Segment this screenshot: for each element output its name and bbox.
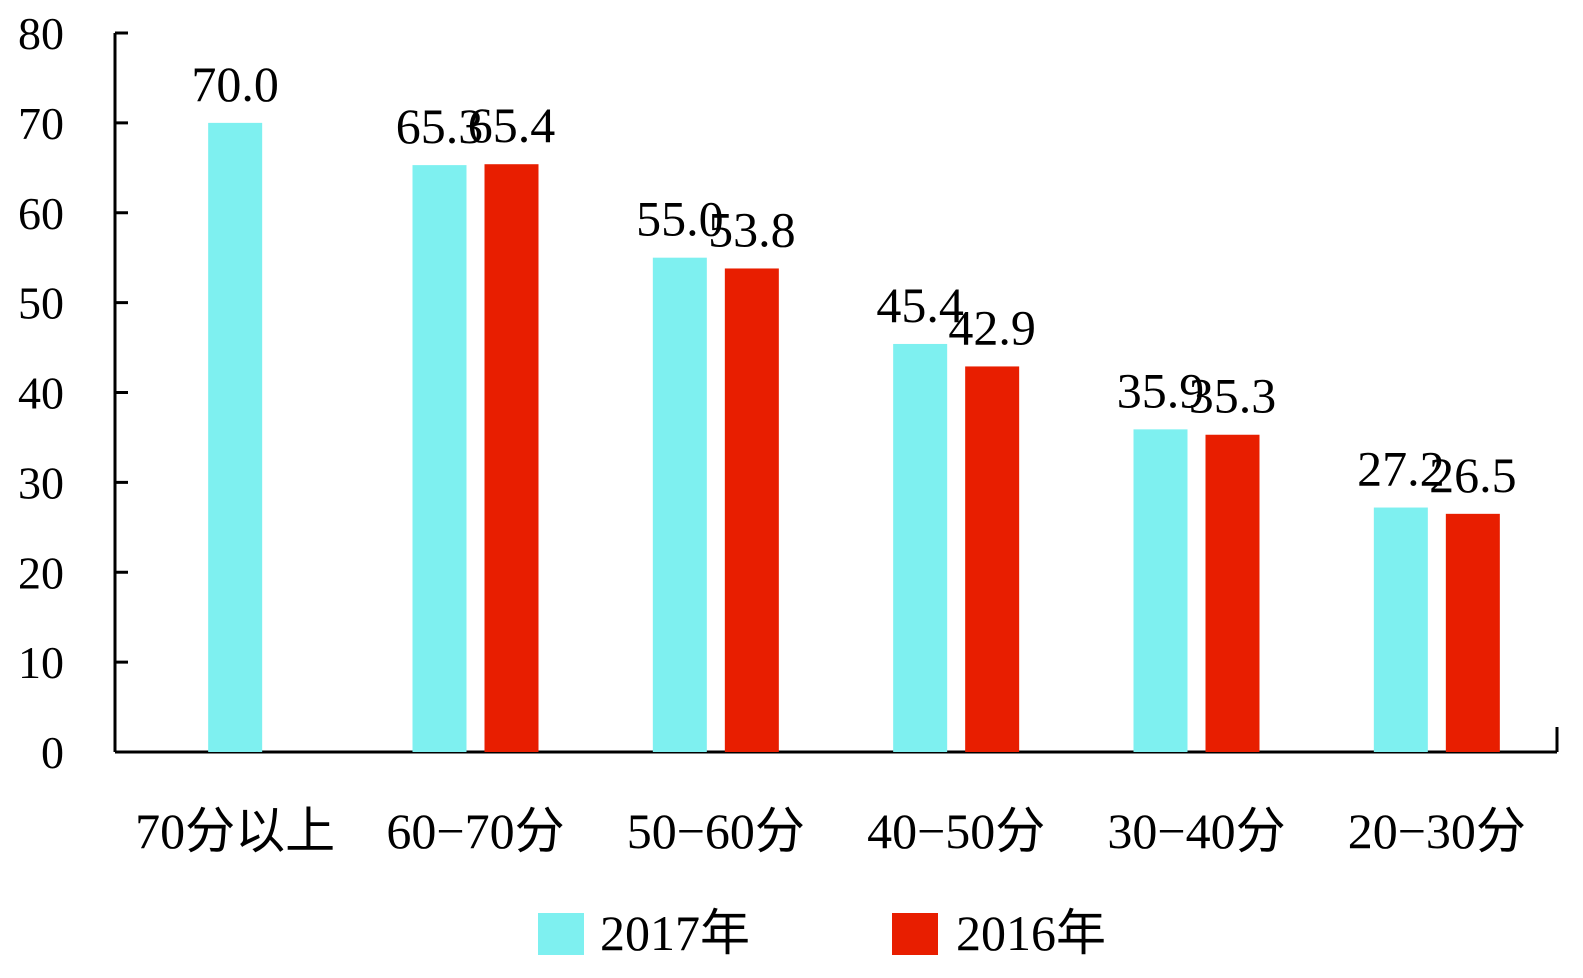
data-label: 26.5	[1429, 447, 1517, 503]
x-category-label: 20−30分	[1348, 803, 1526, 859]
bars	[208, 122, 1500, 752]
bar-series-2	[724, 268, 779, 752]
y-tick-label: 60	[18, 188, 64, 239]
bar-series-2	[965, 366, 1020, 752]
data-label: 45.4	[876, 277, 964, 333]
legend-label: 2016年	[956, 905, 1106, 961]
bar-series-1	[1133, 429, 1188, 752]
bar-series-1	[652, 257, 707, 752]
legend: 2017年 2016年	[538, 905, 1106, 961]
data-label: 65.4	[468, 97, 556, 153]
y-tick-label: 40	[18, 368, 64, 419]
data-label: 27.2	[1357, 441, 1445, 497]
bar-series-2	[1445, 513, 1500, 752]
legend-label: 2017年	[600, 905, 750, 961]
x-category-label: 40−50分	[867, 803, 1045, 859]
x-category-label: 50−60分	[627, 803, 805, 859]
x-category-label: 70分以上	[135, 803, 335, 859]
data-label: 35.3	[1189, 368, 1277, 424]
data-label: 55.0	[636, 191, 724, 247]
bar-series-1	[893, 343, 948, 752]
bar-series-1	[208, 122, 263, 752]
legend-swatch	[892, 913, 938, 955]
y-tick-label: 70	[18, 98, 64, 149]
y-tick-label: 80	[18, 8, 64, 59]
data-label: 70.0	[191, 56, 279, 112]
data-labels: 70.0 65.365.4 55.053.8 45.442.9 35.935.3 27.2…	[191, 56, 1516, 503]
bar-series-2	[484, 164, 539, 752]
x-category-label: 60−70分	[386, 803, 564, 859]
bar-series-1	[412, 165, 467, 752]
x-axis: 70分以上 60−70分 50−60分 40−50分 30−40分 20−30分	[115, 727, 1559, 859]
y-tick-label: 30	[18, 457, 64, 508]
bar-series-2	[1205, 434, 1260, 752]
bar-series-1	[1373, 507, 1428, 752]
legend-swatch	[538, 913, 584, 955]
data-label: 65.3	[396, 98, 484, 154]
data-label: 53.8	[708, 201, 796, 257]
data-label: 35.9	[1117, 362, 1205, 418]
y-tick-label: 10	[18, 637, 64, 688]
y-tick-label: 20	[18, 547, 64, 598]
x-category-label: 30−40分	[1107, 803, 1285, 859]
y-tick-label: 0	[41, 727, 64, 778]
data-label: 42.9	[948, 299, 1036, 355]
y-axis: 0 10 20 30 40 50 60 70 80	[18, 8, 128, 778]
y-tick-label: 50	[18, 278, 64, 329]
